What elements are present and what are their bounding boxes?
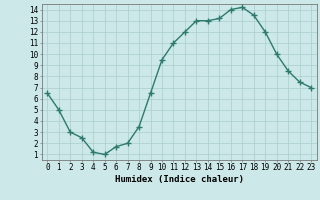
X-axis label: Humidex (Indice chaleur): Humidex (Indice chaleur) [115,175,244,184]
